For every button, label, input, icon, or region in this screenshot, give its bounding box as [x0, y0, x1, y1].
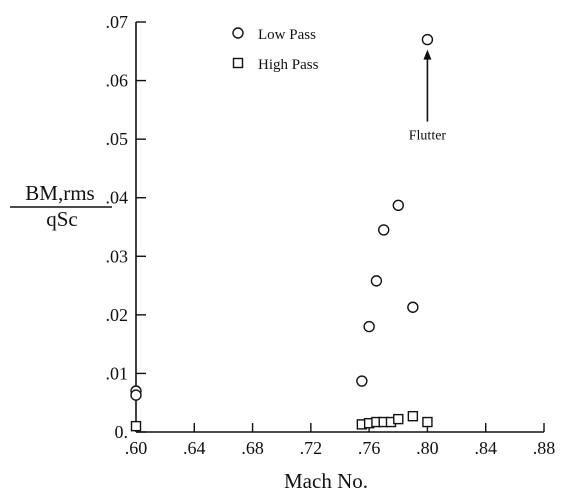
data-points	[130, 33, 434, 432]
data-point	[356, 375, 368, 387]
series-low-pass	[130, 33, 434, 401]
data-point	[421, 33, 434, 46]
y-tick-label: .02	[106, 305, 129, 325]
y-tick-label: .06	[106, 71, 129, 91]
x-tick-label: .84	[474, 438, 497, 458]
y-tick-label: 0.	[115, 422, 129, 442]
axes	[135, 22, 544, 433]
data-point	[378, 224, 390, 236]
x-tick-label: .88	[533, 438, 556, 458]
legend-marker	[232, 57, 244, 69]
x-tick-label: .80	[416, 438, 439, 458]
y-axis-title-numerator: BM,rms	[25, 181, 94, 205]
x-axis-title: Mach No.	[284, 469, 368, 493]
flutter-arrow-head	[423, 49, 432, 60]
y-tick-label: .04	[106, 188, 129, 208]
data-point	[130, 420, 142, 432]
y-tick-label: .05	[106, 129, 129, 149]
data-point	[392, 199, 404, 212]
series-high-pass	[130, 410, 433, 432]
data-point	[130, 389, 142, 401]
legend-marker	[232, 27, 244, 39]
y-tick-label: .03	[106, 246, 129, 266]
data-point	[363, 320, 375, 333]
legend-label: High Pass	[258, 57, 319, 73]
x-tick-label: .64	[183, 438, 206, 458]
ticks: .60 .64 .68 .72 .76 .80 .84 .88 0. .01 .02 .03 .04 .0…	[106, 12, 556, 458]
legend-label: Low Pass	[258, 27, 316, 43]
flutter-label: Flutter	[409, 129, 447, 144]
legend: Low Pass High Pass	[232, 27, 319, 73]
y-tick-label: .01	[106, 363, 129, 383]
data-point	[370, 275, 383, 287]
x-tick-label: .76	[358, 438, 381, 458]
data-point	[407, 301, 419, 313]
data-point	[422, 416, 433, 428]
y-tick-label: .07	[106, 12, 129, 32]
data-point	[407, 410, 419, 422]
data-point	[393, 413, 404, 425]
x-tick-label: .72	[300, 438, 323, 458]
annotations: Flutter	[409, 49, 447, 144]
x-tick-label: .68	[241, 438, 264, 458]
y-axis-title-denominator: qSc	[46, 207, 78, 231]
x-tick-label: .60	[125, 438, 148, 458]
